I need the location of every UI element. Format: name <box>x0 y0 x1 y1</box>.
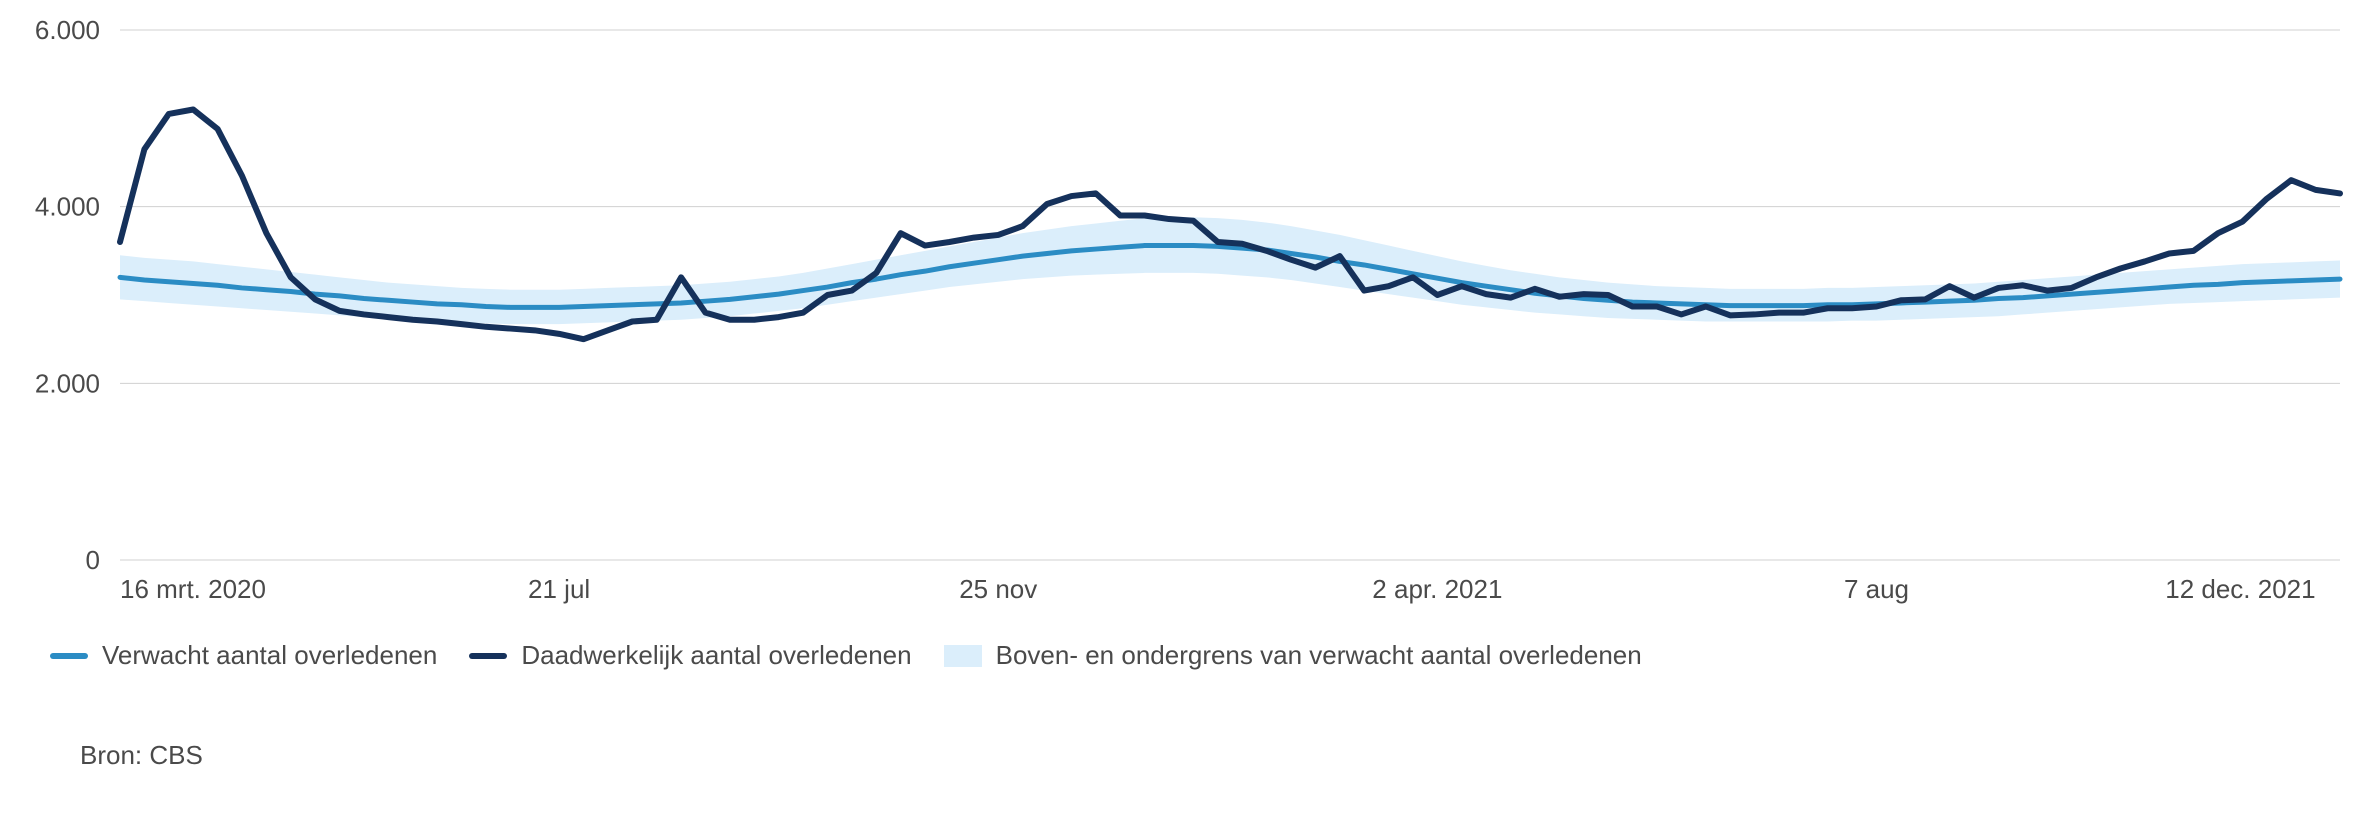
mortality-chart: 0 2.000 4.000 6.000 16 mrt. 2020 21 jul 25 nov… <box>0 0 2368 822</box>
y-tick-label: 0 <box>86 545 100 575</box>
legend-item: Verwacht aantal overledenen <box>50 640 437 671</box>
legend-item: Boven- en ondergrens van verwacht aantal… <box>944 640 1642 671</box>
legend-swatch-line <box>50 653 88 659</box>
legend-label: Daadwerkelijk aantal overledenen <box>521 640 911 671</box>
chart-source: Bron: CBS <box>80 740 203 771</box>
x-tick-label: 16 mrt. 2020 <box>120 574 266 604</box>
y-tick-label: 4.000 <box>35 192 100 222</box>
y-tick-label: 6.000 <box>35 15 100 45</box>
confidence-band <box>120 217 2340 324</box>
x-tick-label: 2 apr. 2021 <box>1372 574 1502 604</box>
legend-swatch-area <box>944 645 982 667</box>
x-tick-label: 7 aug <box>1844 574 1909 604</box>
x-tick-label: 25 nov <box>959 574 1037 604</box>
legend-swatch-line <box>469 653 507 659</box>
chart-legend: Verwacht aantal overledenen Daadwerkelijk… <box>50 640 1642 671</box>
legend-label: Boven- en ondergrens van verwacht aantal… <box>996 640 1642 671</box>
x-tick-label: 12 dec. 2021 <box>2165 574 2315 604</box>
chart-svg: 0 2.000 4.000 6.000 16 mrt. 2020 21 jul 25 nov… <box>0 0 2368 822</box>
legend-label: Verwacht aantal overledenen <box>102 640 437 671</box>
legend-item: Daadwerkelijk aantal overledenen <box>469 640 911 671</box>
y-tick-label: 2.000 <box>35 368 100 398</box>
x-tick-label: 21 jul <box>528 574 590 604</box>
